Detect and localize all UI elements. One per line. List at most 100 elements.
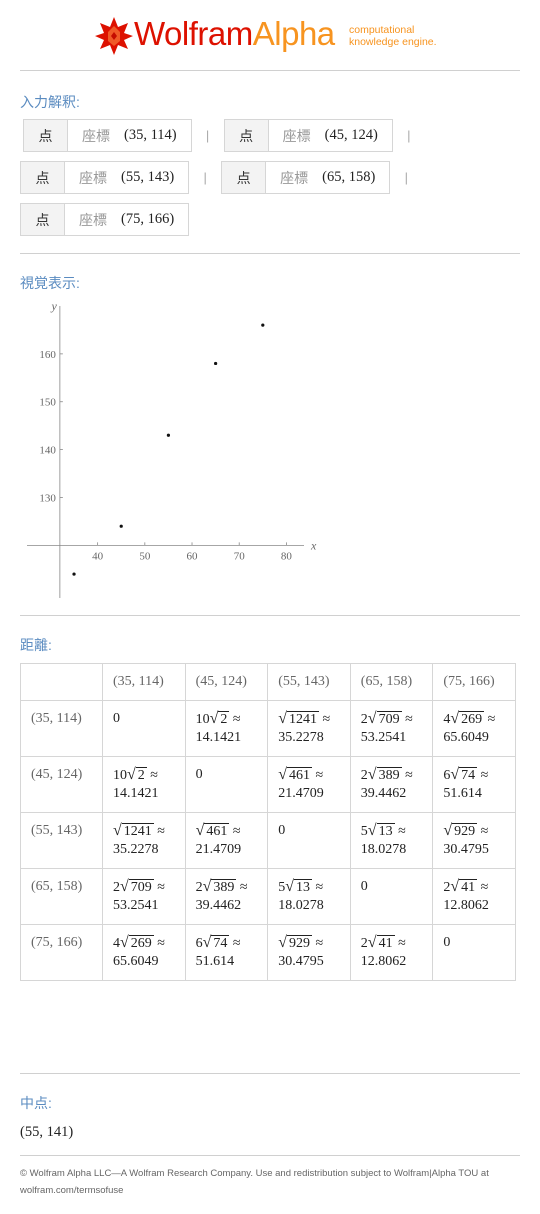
distance-table: (35, 114) (45, 124) (55, 143) (65, 158) (75,…: [20, 663, 516, 981]
column-header: (35, 114): [102, 663, 186, 701]
distance-cell: 4√ 269 ≈ 65.6049: [102, 924, 186, 981]
table-row: (65, 158) 2√ 709 ≈ 53.2541 2√ 389 ≈ 39.4462 5…: [20, 868, 516, 925]
input-row-1: 点 座標 (35, 114) | 点 座標 (45, 124) |: [23, 119, 425, 152]
radicand: 1241: [286, 711, 319, 727]
footer-copyright: © Wolfram Alpha LLC—A Wolfram Research C…: [20, 1168, 489, 1196]
radical-coefficient: 10: [195, 712, 210, 727]
approx-value: 35.2278: [113, 842, 159, 857]
sqrt-symbol-icon: √: [367, 934, 377, 951]
divider: [20, 70, 520, 71]
approx-value: 53.2541: [113, 898, 159, 913]
radicand: 389: [376, 767, 402, 783]
radical-expression: 5√ 13 ≈ 18.0278: [278, 878, 324, 913]
distance-cell: 2√ 41 ≈ 12.8062: [432, 868, 516, 925]
chip-value: (75, 166): [121, 211, 175, 227]
sqrt-symbol-icon: √: [202, 878, 212, 895]
radicand: 41: [459, 879, 478, 895]
distance-cell: √ 461 ≈ 21.4709: [184, 812, 269, 869]
chip-value: (65, 158): [322, 169, 376, 185]
wolfram-alpha-logo: WolframAlpha computational knowledge eng…: [0, 14, 540, 58]
distances-label: 距離:: [20, 637, 52, 653]
radical-expression: 2√ 41 ≈ 12.8062: [443, 878, 489, 913]
radical: √ 461: [196, 822, 230, 839]
column-header: (55, 143): [267, 663, 351, 701]
x-tick-label: 40: [92, 550, 104, 562]
approx-value: 21.4709: [195, 842, 242, 857]
radical: √ 74: [450, 766, 478, 783]
distance-cell: 5√ 13 ≈ 18.0278: [349, 812, 434, 869]
distance-cell: √ 929 ≈ 30.4795: [432, 812, 516, 869]
brand-tagline: computational knowledge engine.: [349, 24, 437, 48]
approx-value: 39.4462: [195, 898, 242, 913]
sqrt-symbol-icon: √: [202, 934, 212, 951]
radical-expression: 2√ 389 ≈ 39.4462: [195, 878, 248, 913]
radical-coefficient: 2: [360, 768, 368, 783]
radicand: 269: [459, 711, 485, 727]
midpoint-value: (55, 141): [20, 1124, 74, 1140]
visual-representation-label: 視覚表示:: [20, 275, 80, 291]
y-tick-label: 140: [39, 445, 56, 457]
row-header: (45, 124): [20, 756, 103, 813]
chip-property: 座標: [79, 211, 107, 228]
radical: √ 41: [367, 934, 395, 951]
input-chip[interactable]: 点 座標 (35, 114): [23, 119, 192, 152]
sqrt-symbol-icon: √: [120, 934, 129, 951]
radical-expression: 6√ 74 ≈ 51.614: [443, 766, 489, 801]
radical-coefficient: 2: [443, 880, 451, 895]
y-tick-label: 150: [39, 397, 56, 409]
radical: √ 389: [202, 878, 237, 895]
distance-cell: 10√ 2 ≈ 14.1421: [184, 700, 269, 757]
chip-value: (35, 114): [124, 127, 177, 143]
chip-type: 点: [222, 162, 267, 193]
distance-cell: 2√ 389 ≈ 39.4462: [349, 756, 434, 813]
radicand: 389: [211, 879, 237, 895]
data-point: [119, 524, 123, 528]
radical-expression: 5√ 13 ≈ 18.0278: [360, 822, 407, 857]
distance-value: 0: [278, 823, 286, 838]
input-chip[interactable]: 点 座標 (45, 124): [223, 119, 393, 152]
radical: √ 41: [450, 878, 478, 895]
radical: √ 929: [443, 822, 478, 839]
radical-coefficient: 4: [443, 712, 451, 727]
radicand: 41: [376, 935, 395, 951]
input-chip[interactable]: 点 座標 (75, 166): [20, 203, 190, 236]
radical-expression: 4√ 269 ≈ 65.6049: [113, 934, 165, 969]
table-row: (35, 114) 0 10√ 2 ≈ 14.1421 √ 1241 ≈ 35.2278 2…: [20, 700, 516, 757]
sqrt-symbol-icon: √: [450, 710, 460, 727]
sqrt-symbol-icon: √: [278, 710, 287, 727]
separator: |: [203, 170, 207, 185]
sqrt-symbol-icon: √: [113, 822, 122, 839]
radical: √ 709: [120, 878, 154, 895]
radical-expression: √ 1241 ≈ 35.2278: [113, 822, 165, 857]
radical-coefficient: 4: [113, 936, 120, 951]
distance-cell: 2√ 41 ≈ 12.8062: [349, 924, 434, 981]
input-chip[interactable]: 点 座標 (65, 158): [221, 161, 391, 194]
distance-cell: √ 1241 ≈ 35.2278: [102, 812, 186, 869]
radical: √ 74: [202, 934, 230, 951]
distance-cell: 0: [267, 812, 351, 869]
sqrt-symbol-icon: √: [367, 710, 377, 727]
tagline-line-1: computational: [349, 24, 415, 36]
radical: √ 13: [285, 878, 312, 895]
input-row-3: 点 座標 (75, 166): [20, 203, 190, 236]
radical-expression: 2√ 389 ≈ 39.4462: [360, 766, 413, 801]
distance-value: 0: [443, 935, 451, 950]
x-tick-label: 70: [234, 550, 246, 562]
separator: |: [407, 128, 411, 143]
radical-expression: 2√ 709 ≈ 53.2541: [113, 878, 165, 913]
radical-expression: 10√ 2 ≈ 14.1421: [195, 710, 242, 745]
chip-value: (45, 124): [324, 127, 378, 143]
radical-coefficient: 2: [195, 880, 203, 895]
radicand: 74: [211, 935, 230, 951]
approx-value: 12.8062: [443, 898, 489, 913]
sqrt-symbol-icon: √: [450, 766, 460, 783]
chip-property: 座標: [82, 127, 110, 144]
sqrt-symbol-icon: √: [278, 934, 287, 951]
distance-cell: 0: [184, 756, 269, 813]
radical-coefficient: 2: [360, 936, 368, 951]
input-chip[interactable]: 点 座標 (55, 143): [20, 161, 190, 194]
approx-value: 39.4462: [360, 786, 407, 801]
radicand: 929: [286, 935, 312, 951]
table-corner-cell: [20, 663, 103, 701]
x-tick-label: 50: [139, 550, 151, 562]
